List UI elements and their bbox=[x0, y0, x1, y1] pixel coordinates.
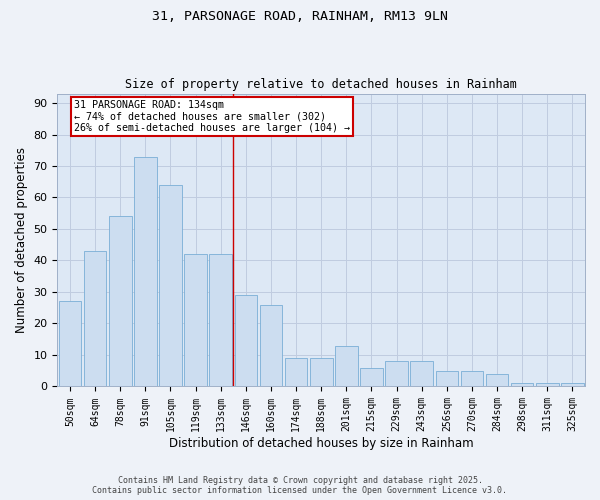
Bar bbox=[260, 304, 282, 386]
Bar bbox=[159, 185, 182, 386]
Bar bbox=[410, 362, 433, 386]
Bar bbox=[134, 156, 157, 386]
Bar bbox=[84, 251, 106, 386]
Text: 31 PARSONAGE ROAD: 134sqm
← 74% of detached houses are smaller (302)
26% of semi: 31 PARSONAGE ROAD: 134sqm ← 74% of detac… bbox=[74, 100, 350, 133]
Bar bbox=[385, 362, 408, 386]
Bar bbox=[109, 216, 131, 386]
Bar bbox=[536, 384, 559, 386]
Y-axis label: Number of detached properties: Number of detached properties bbox=[15, 147, 28, 333]
Bar bbox=[486, 374, 508, 386]
Bar bbox=[285, 358, 307, 386]
Bar bbox=[59, 302, 81, 386]
Title: Size of property relative to detached houses in Rainham: Size of property relative to detached ho… bbox=[125, 78, 517, 91]
X-axis label: Distribution of detached houses by size in Rainham: Distribution of detached houses by size … bbox=[169, 437, 473, 450]
Bar bbox=[335, 346, 358, 387]
Bar bbox=[561, 384, 584, 386]
Bar bbox=[235, 295, 257, 386]
Bar bbox=[209, 254, 232, 386]
Text: Contains HM Land Registry data © Crown copyright and database right 2025.
Contai: Contains HM Land Registry data © Crown c… bbox=[92, 476, 508, 495]
Text: 31, PARSONAGE ROAD, RAINHAM, RM13 9LN: 31, PARSONAGE ROAD, RAINHAM, RM13 9LN bbox=[152, 10, 448, 23]
Bar bbox=[511, 384, 533, 386]
Bar bbox=[184, 254, 207, 386]
Bar bbox=[310, 358, 332, 386]
Bar bbox=[461, 370, 483, 386]
Bar bbox=[360, 368, 383, 386]
Bar bbox=[436, 370, 458, 386]
